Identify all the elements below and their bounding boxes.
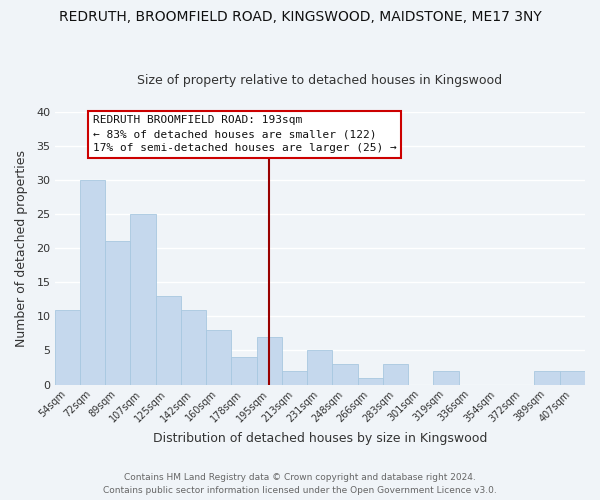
Text: REDRUTH BROOMFIELD ROAD: 193sqm
← 83% of detached houses are smaller (122)
17% o: REDRUTH BROOMFIELD ROAD: 193sqm ← 83% of… bbox=[92, 115, 396, 153]
Bar bbox=[383, 364, 408, 384]
Bar bbox=[130, 214, 155, 384]
Bar bbox=[105, 242, 130, 384]
Bar bbox=[560, 371, 585, 384]
Bar bbox=[433, 371, 459, 384]
Bar bbox=[535, 371, 560, 384]
Title: Size of property relative to detached houses in Kingswood: Size of property relative to detached ho… bbox=[137, 74, 502, 87]
Bar bbox=[155, 296, 181, 384]
X-axis label: Distribution of detached houses by size in Kingswood: Distribution of detached houses by size … bbox=[152, 432, 487, 445]
Bar bbox=[257, 337, 282, 384]
Bar bbox=[307, 350, 332, 384]
Bar bbox=[181, 310, 206, 384]
Bar bbox=[55, 310, 80, 384]
Bar bbox=[282, 371, 307, 384]
Text: Contains HM Land Registry data © Crown copyright and database right 2024.
Contai: Contains HM Land Registry data © Crown c… bbox=[103, 474, 497, 495]
Bar bbox=[206, 330, 232, 384]
Bar bbox=[358, 378, 383, 384]
Y-axis label: Number of detached properties: Number of detached properties bbox=[15, 150, 28, 346]
Bar bbox=[332, 364, 358, 384]
Text: REDRUTH, BROOMFIELD ROAD, KINGSWOOD, MAIDSTONE, ME17 3NY: REDRUTH, BROOMFIELD ROAD, KINGSWOOD, MAI… bbox=[59, 10, 541, 24]
Bar bbox=[232, 358, 257, 384]
Bar bbox=[80, 180, 105, 384]
